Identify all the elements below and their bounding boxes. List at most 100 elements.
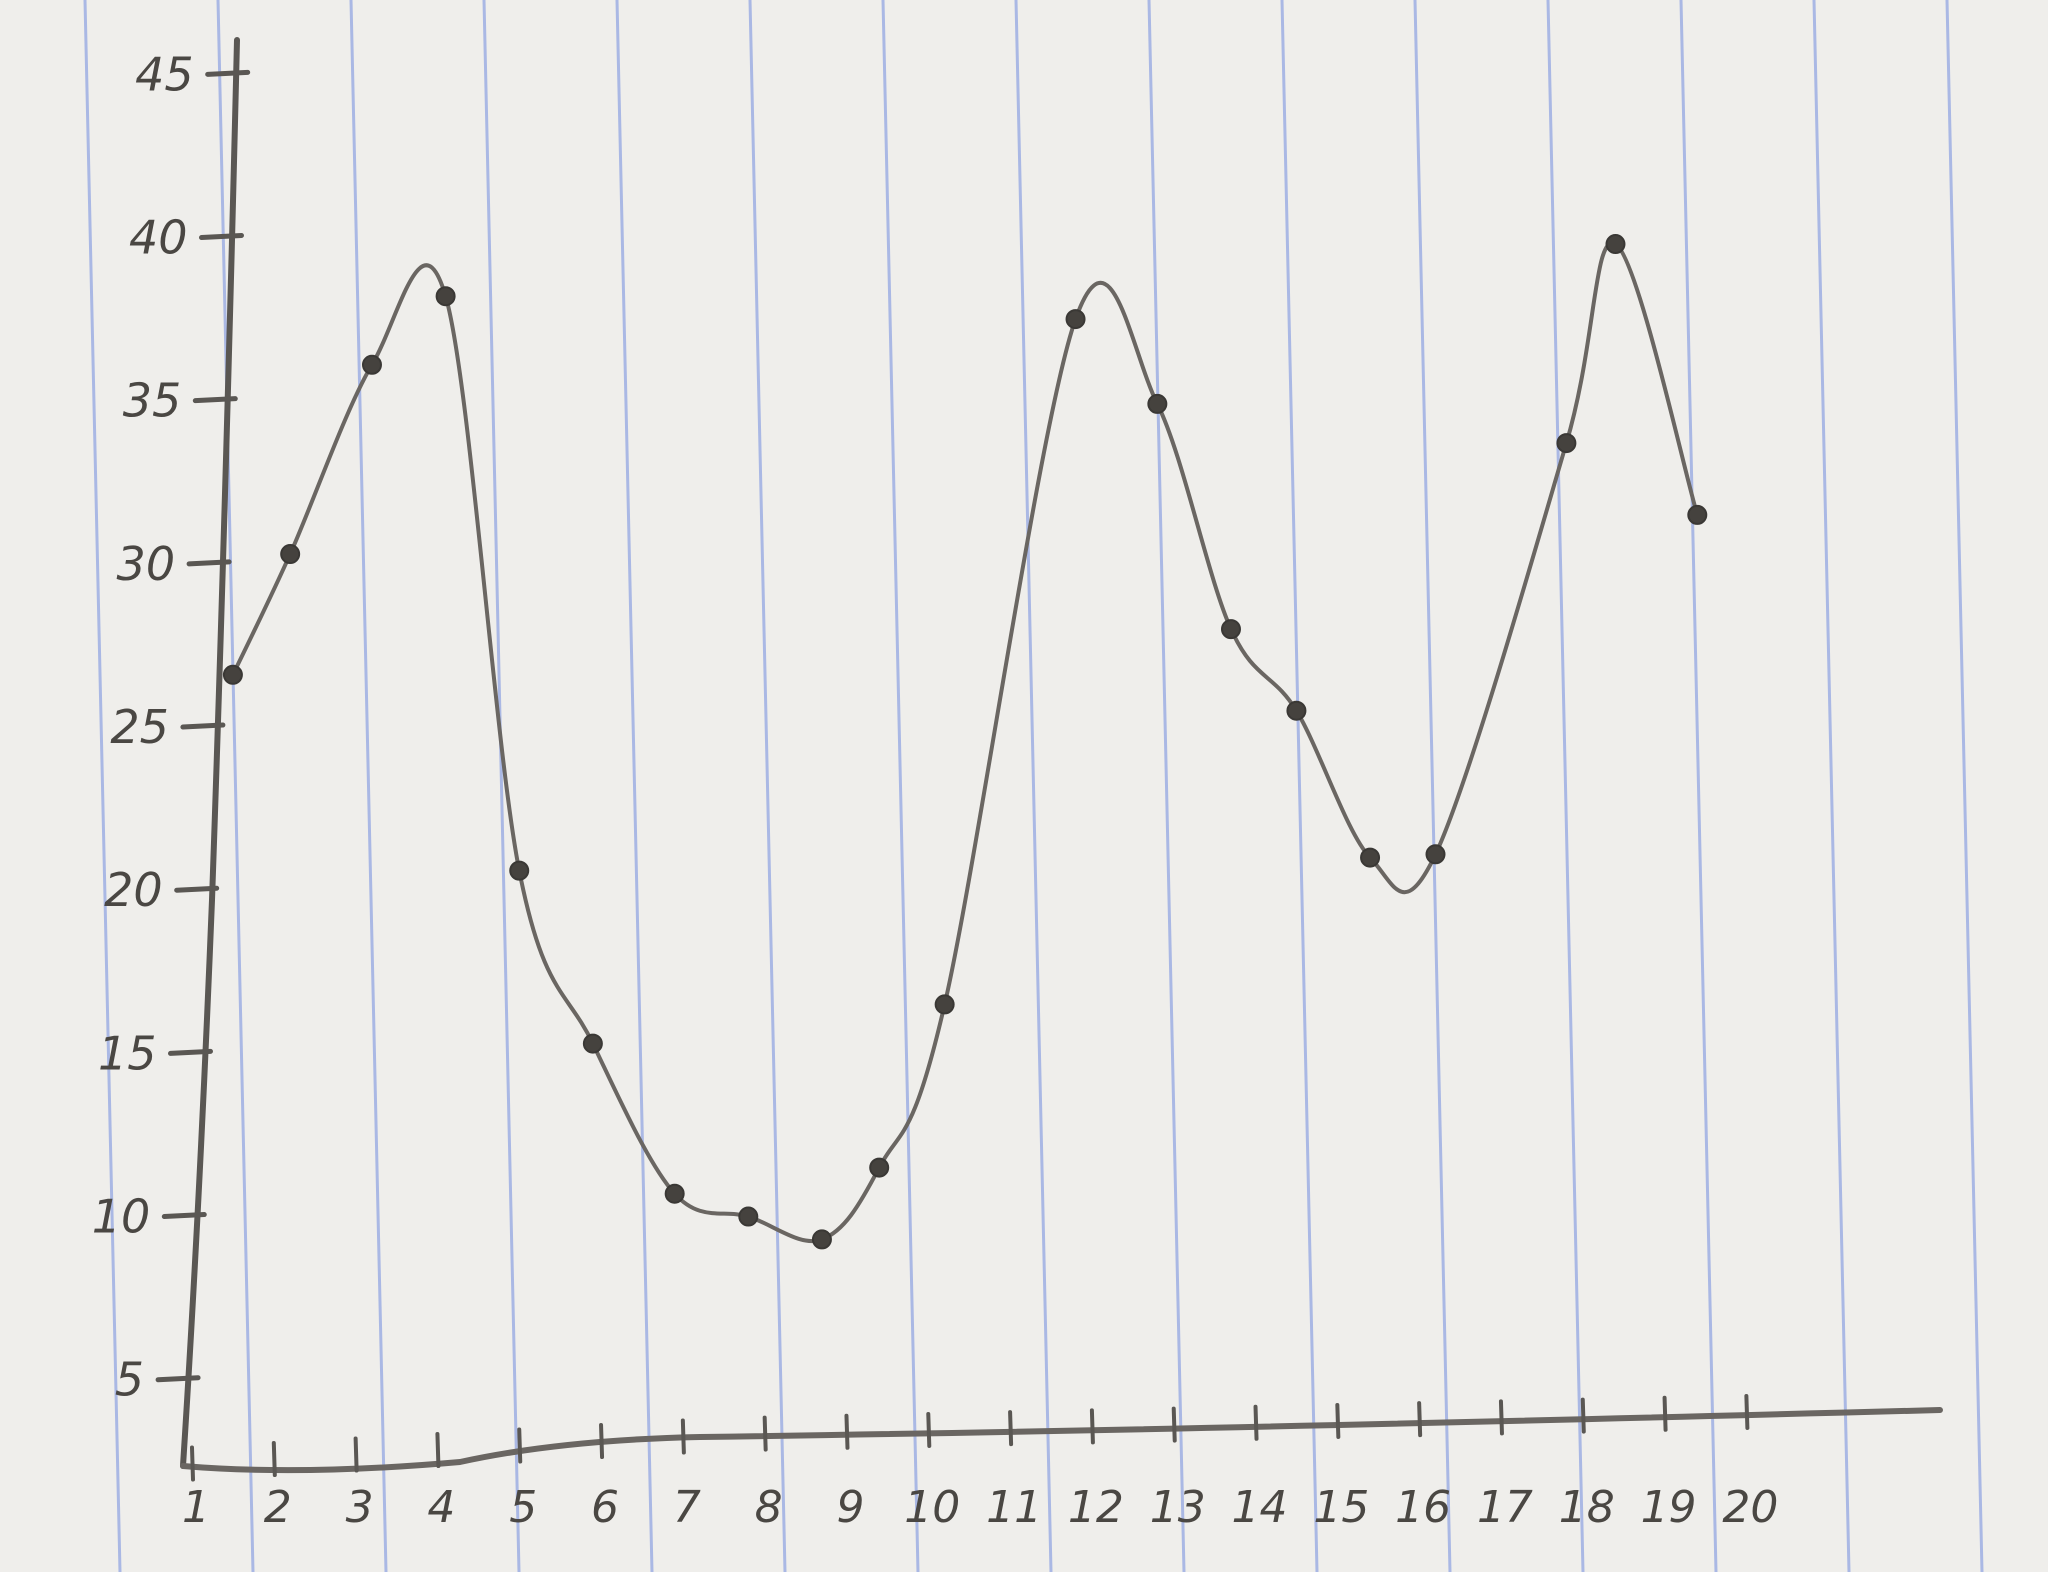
rule-line <box>83 0 122 1572</box>
series-curve <box>230 241 1700 1243</box>
x-tick <box>1335 1402 1341 1439</box>
x-tick-label: 14 <box>1232 1482 1288 1533</box>
x-tick <box>680 1418 686 1455</box>
y-axis-line <box>180 37 240 1469</box>
y-tick <box>161 1212 207 1220</box>
data-point <box>934 994 955 1015</box>
rule-line <box>1546 0 1585 1572</box>
data-point <box>1425 844 1446 865</box>
y-tick-label: 20 <box>104 863 163 917</box>
data-point <box>664 1183 685 1204</box>
data-point <box>1360 847 1381 868</box>
y-tick-label: 45 <box>135 47 194 101</box>
y-tick <box>186 559 232 567</box>
x-tick-label: 19 <box>1641 1482 1697 1533</box>
x-tick <box>844 1413 850 1450</box>
x-tick <box>1089 1408 1095 1445</box>
x-tick <box>271 1441 277 1478</box>
x-tick-label: 18 <box>1559 1482 1615 1533</box>
x-tick-label: 20 <box>1722 1482 1778 1533</box>
y-tick-label: 25 <box>110 700 169 754</box>
rule-line <box>1147 0 1186 1572</box>
data-point <box>1147 393 1168 414</box>
data-point <box>582 1033 603 1054</box>
rule-line <box>1280 0 1319 1572</box>
data-point <box>811 1229 832 1250</box>
series-points <box>222 234 1708 1250</box>
x-tick <box>1417 1401 1423 1438</box>
x-tick <box>517 1427 523 1464</box>
x-tick <box>1662 1395 1668 1432</box>
x-tick <box>353 1436 359 1473</box>
x-tick <box>1253 1404 1259 1441</box>
axes <box>180 37 1943 1474</box>
x-tick-label: 8 <box>755 1482 783 1533</box>
y-tick-label: 35 <box>123 374 182 428</box>
data-point <box>280 544 301 565</box>
data-point <box>1220 619 1241 640</box>
x-tick <box>1171 1406 1177 1443</box>
x-tick <box>1744 1393 1750 1430</box>
x-tick-label: 17 <box>1477 1482 1533 1533</box>
y-tick-label: 40 <box>129 210 188 264</box>
data-point <box>1286 700 1307 721</box>
axis-ticks <box>155 69 1750 1482</box>
x-tick-label: 2 <box>264 1482 292 1533</box>
y-tick <box>205 69 251 77</box>
y-tick <box>167 1048 213 1056</box>
x-tick <box>435 1432 441 1469</box>
x-tick-label: 6 <box>591 1482 619 1533</box>
y-tick <box>198 232 244 240</box>
x-tick-label: 12 <box>1068 1482 1124 1533</box>
data-point <box>869 1157 890 1178</box>
data-point <box>1065 309 1086 330</box>
x-tick-label: 11 <box>986 1482 1042 1533</box>
x-tick <box>1580 1397 1586 1434</box>
rule-line <box>1413 0 1452 1572</box>
x-tick-label: 3 <box>346 1482 374 1533</box>
data-point <box>738 1206 759 1227</box>
rule-line <box>1945 0 1984 1572</box>
x-tick <box>762 1415 768 1452</box>
x-tick-label: 9 <box>836 1482 864 1533</box>
rule-line <box>1812 0 1851 1572</box>
rule-line <box>349 0 388 1572</box>
rule-line <box>482 0 521 1572</box>
rule-line <box>615 0 654 1572</box>
y-tick <box>192 396 238 404</box>
x-tick <box>599 1423 605 1460</box>
data-point <box>1687 504 1708 525</box>
data-point <box>509 860 530 881</box>
y-tick <box>174 885 220 893</box>
x-axis-line <box>180 1407 1943 1474</box>
x-tick-label: 7 <box>673 1482 701 1533</box>
paper-rule-lines <box>83 0 1984 1572</box>
x-tick <box>1498 1399 1504 1436</box>
y-tick-label: 10 <box>92 1190 151 1244</box>
data-point <box>222 664 243 685</box>
y-tick <box>155 1375 201 1383</box>
y-tick-label: 5 <box>115 1353 144 1407</box>
x-tick <box>190 1445 195 1482</box>
x-tick-label: 10 <box>904 1482 960 1533</box>
y-tick-label: 15 <box>98 1026 157 1080</box>
data-point <box>435 286 456 307</box>
x-tick-label: 4 <box>427 1482 455 1533</box>
x-tick-label: 16 <box>1395 1482 1451 1533</box>
x-tick-label: 5 <box>509 1482 537 1533</box>
data-point <box>361 354 382 375</box>
y-tick <box>180 722 226 730</box>
rule-line <box>1014 0 1053 1572</box>
rule-line <box>881 0 920 1572</box>
rule-line <box>1679 0 1718 1572</box>
data-point <box>1605 234 1626 255</box>
rule-line <box>216 0 255 1572</box>
data-point <box>1556 433 1577 454</box>
x-tick-label: 15 <box>1313 1482 1369 1533</box>
x-tick <box>1008 1410 1014 1447</box>
x-tick-label: 13 <box>1150 1482 1206 1533</box>
y-tick-label: 30 <box>117 537 176 591</box>
